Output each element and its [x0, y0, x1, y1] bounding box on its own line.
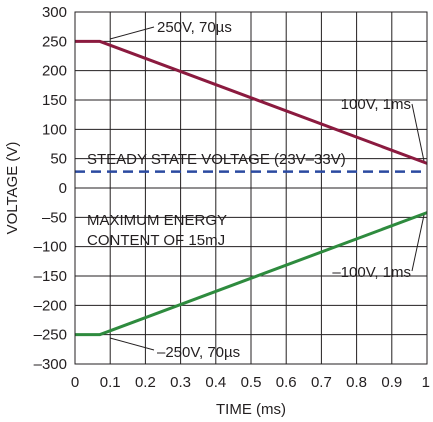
y-tick-label-1: 250 [42, 33, 67, 50]
y-axis-title: VOLTAGE (V) [4, 142, 21, 235]
y-tick-label-10: –200 [34, 297, 67, 314]
y-tick-label-4: 100 [42, 121, 67, 138]
y-tick-label-11: –250 [34, 327, 67, 344]
x-tick-label-5: 0.5 [241, 374, 262, 391]
x-tick-label-8: 0.8 [346, 374, 367, 391]
plot-frame [74, 11, 428, 365]
y-tick-label-2: 200 [42, 63, 67, 80]
y-tick-label-7: –50 [42, 209, 67, 226]
x-tick-label-4: 0.4 [205, 374, 226, 391]
x-tick-label-1: 0.1 [100, 374, 121, 391]
x-tick-label-3: 0.3 [170, 374, 191, 391]
annotation-max-energy-line2: CONTENT OF 15mJ [87, 232, 225, 249]
x-tick-label-6: 0.6 [276, 374, 297, 391]
x-tick-label-0: 0 [71, 374, 79, 391]
annotation-steady-state: STEADY STATE VOLTAGE (23V–33V) [87, 151, 346, 168]
tick-labels: 300 250 200 150 100 50 0 –50 –100 –150 –200 –250 –30… [34, 4, 430, 391]
y-tick-label-6: 0 [59, 180, 67, 197]
series-line-1 [75, 211, 428, 337]
y-tick-label-5: 50 [50, 151, 67, 168]
x-tick-label-10: 1 [422, 374, 430, 391]
annotation-250v-70us: 250V, 70µs [157, 19, 232, 36]
leader-250v-70us [109, 26, 155, 40]
x-tick-label-7: 0.7 [311, 374, 332, 391]
annotation-100v-1ms: 100V, 1ms [341, 96, 411, 113]
y-tick-label-12: –300 [34, 356, 67, 373]
annotation-neg100v-1ms: –100V, 1ms [332, 264, 411, 281]
chart-grid [74, 11, 428, 365]
y-tick-label-8: –100 [34, 239, 67, 256]
leader-neg100v-1ms [411, 214, 425, 272]
x-tick-label-2: 0.2 [135, 374, 156, 391]
annotation-max-energy-line1: MAXIMUM ENERGY [87, 212, 227, 229]
plot-border [74, 11, 428, 365]
chart-series [75, 39, 428, 337]
x-axis-title: TIME (ms) [216, 401, 286, 418]
leader-neg250v-70us [109, 337, 155, 351]
x-tick-label-9: 0.9 [381, 374, 402, 391]
y-tick-label-9: –150 [34, 268, 67, 285]
leader-100v-1ms [411, 103, 425, 162]
series-line-0 [75, 39, 428, 165]
annotation-leaders [109, 26, 425, 351]
y-tick-label-3: 150 [42, 92, 67, 109]
annotation-neg250v-70us: –250V, 70µs [157, 344, 240, 361]
y-tick-label-0: 300 [42, 4, 67, 21]
